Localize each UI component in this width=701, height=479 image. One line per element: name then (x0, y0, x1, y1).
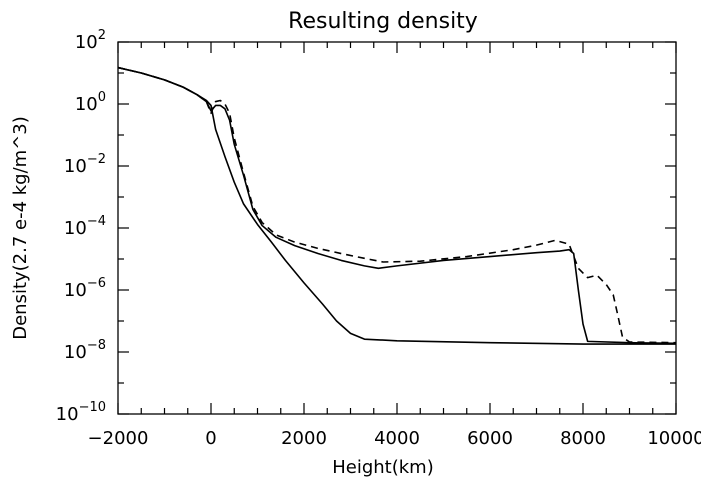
x-tick-label: 2000 (281, 428, 327, 449)
plot-area (117, 41, 677, 415)
y-tick-label: 10−10 (56, 400, 106, 425)
y-tick-labels: 10−10 10−8 10−6 10−4 10−2 100 102 (56, 28, 106, 425)
y-tick-label: 100 (75, 90, 106, 115)
x-axis-label: Height(km) (332, 457, 434, 478)
y-tick-label: 10−4 (64, 214, 106, 239)
chart-title: Resulting density (288, 9, 478, 34)
x-tick-label: 10000 (647, 428, 701, 449)
series-layer (117, 66, 677, 345)
y-tick-label: 10−2 (64, 152, 106, 177)
y-tick-label: 10−8 (64, 338, 106, 363)
series-line-3 (117, 66, 677, 344)
plot-frame (117, 41, 677, 415)
y-tick-label: 102 (75, 28, 106, 53)
x-tick-label: 0 (205, 428, 216, 449)
x-tick-label: 6000 (467, 428, 513, 449)
y-axis-label: Density(2.7 e-4 kg/m^3) (10, 116, 31, 340)
x-tick-label: −2000 (88, 428, 149, 449)
y-tick-label: 10−6 (64, 276, 106, 301)
series-line-2 (117, 66, 677, 345)
x-tick-labels: −2000 0 2000 4000 6000 8000 10000 (88, 428, 701, 449)
x-tick-label: 4000 (374, 428, 420, 449)
x-tick-label: 8000 (560, 428, 606, 449)
series-line-1 (117, 66, 676, 345)
